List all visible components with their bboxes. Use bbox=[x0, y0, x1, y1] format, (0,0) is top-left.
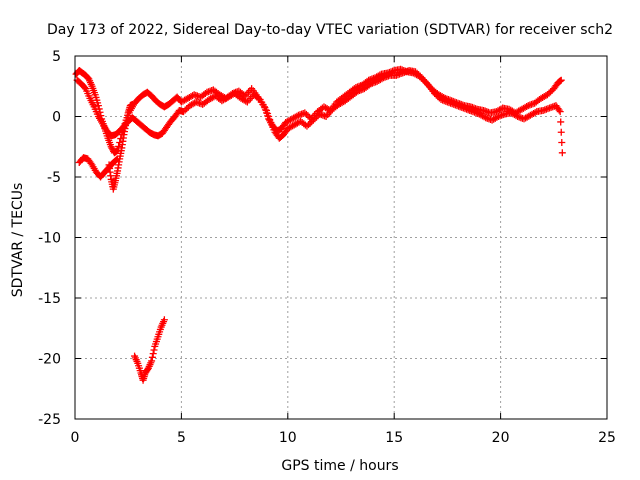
data-point bbox=[557, 128, 565, 136]
x-tick-label: 20 bbox=[492, 430, 510, 446]
data-point bbox=[413, 69, 421, 77]
data-point bbox=[264, 109, 272, 117]
data-point bbox=[242, 97, 250, 105]
data-point bbox=[108, 144, 116, 152]
data-point bbox=[378, 75, 386, 83]
data-point bbox=[148, 357, 156, 365]
data-point bbox=[301, 109, 309, 117]
y-tick-label: 0 bbox=[52, 110, 61, 126]
data-point bbox=[266, 116, 274, 124]
data-point bbox=[432, 91, 440, 99]
data-point bbox=[493, 113, 501, 121]
data-point bbox=[306, 119, 314, 127]
data-point bbox=[293, 112, 301, 120]
data-point bbox=[150, 346, 158, 354]
data-point bbox=[416, 72, 424, 80]
data-point bbox=[431, 90, 439, 98]
data-point bbox=[303, 122, 311, 130]
axis-ticks: 0 5 10 15 20 25 -25 -20 -15 -10 -5 0 5 bbox=[38, 49, 616, 446]
x-tick-label: 25 bbox=[598, 430, 616, 446]
data-point bbox=[180, 108, 188, 116]
data-point bbox=[302, 110, 310, 118]
data-point bbox=[148, 353, 156, 361]
data-point bbox=[411, 68, 419, 76]
y-tick-label: -15 bbox=[38, 291, 61, 307]
data-point bbox=[557, 118, 565, 126]
data-point bbox=[144, 365, 152, 373]
x-axis-label: GPS time / hours bbox=[281, 458, 398, 474]
x-tick-label: 10 bbox=[279, 430, 297, 446]
data-point bbox=[183, 105, 191, 113]
data-point bbox=[311, 115, 319, 123]
y-tick-label: -10 bbox=[38, 231, 61, 247]
data-point bbox=[107, 143, 115, 151]
data-point bbox=[557, 76, 565, 84]
chart-title: Day 173 of 2022, Sidereal Day-to-day VTE… bbox=[47, 22, 613, 38]
x-tick-label: 0 bbox=[71, 430, 80, 446]
data-point bbox=[313, 113, 321, 121]
data-point bbox=[255, 94, 263, 102]
data-point bbox=[304, 112, 312, 120]
data-point bbox=[545, 89, 553, 97]
data-point bbox=[523, 103, 531, 111]
y-tick-label: -5 bbox=[47, 170, 61, 186]
y-axis-label: SDTVAR / TECUs bbox=[10, 183, 26, 298]
data-point bbox=[81, 83, 89, 91]
y-tick-label: -25 bbox=[38, 412, 61, 428]
data-point bbox=[160, 316, 168, 324]
series-track-c bbox=[75, 154, 122, 181]
series-track-e bbox=[131, 316, 168, 384]
data-point bbox=[309, 116, 317, 124]
data-point bbox=[305, 121, 313, 129]
y-tick-label: -20 bbox=[38, 352, 61, 368]
series-track-b bbox=[73, 67, 566, 157]
data-point bbox=[480, 113, 488, 121]
x-tick-label: 15 bbox=[385, 430, 403, 446]
data-point bbox=[434, 93, 442, 101]
data-point bbox=[181, 106, 189, 114]
x-tick-label: 5 bbox=[177, 430, 186, 446]
data-point bbox=[558, 139, 566, 147]
data-point bbox=[547, 88, 555, 96]
series-track-d bbox=[105, 100, 136, 193]
data-point bbox=[265, 113, 273, 120]
data-point bbox=[531, 109, 539, 117]
data-point bbox=[558, 149, 566, 157]
data-point bbox=[128, 100, 136, 108]
data-point bbox=[115, 142, 123, 150]
data-point bbox=[556, 108, 564, 116]
data-point bbox=[149, 350, 157, 358]
data-points bbox=[72, 65, 566, 384]
data-point bbox=[415, 71, 423, 79]
data-point bbox=[308, 118, 316, 126]
y-tick-label: 5 bbox=[52, 49, 61, 65]
data-point bbox=[543, 91, 551, 99]
data-point bbox=[263, 106, 271, 114]
data-point bbox=[555, 106, 563, 114]
data-point bbox=[512, 112, 520, 120]
data-point bbox=[94, 102, 102, 110]
